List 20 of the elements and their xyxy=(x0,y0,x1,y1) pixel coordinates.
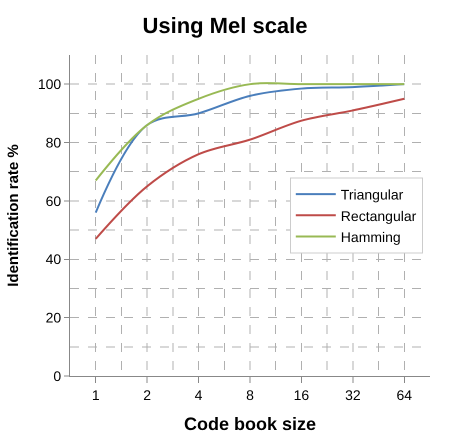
x-axis-title: Code book size xyxy=(184,414,316,434)
y-axis-title: Identification rate % xyxy=(5,144,22,287)
y-tick-label: 40 xyxy=(46,251,62,268)
x-tick-label: 64 xyxy=(396,386,412,403)
x-tick-label: 8 xyxy=(246,386,254,403)
chart-title: Using Mel scale xyxy=(142,13,308,38)
y-tick-label: 100 xyxy=(38,76,62,92)
x-tick-label: 2 xyxy=(143,386,152,403)
x-tick-label: 32 xyxy=(345,386,361,403)
y-tick-label: 80 xyxy=(46,134,62,150)
x-tick-label: 16 xyxy=(294,386,310,403)
legend-label: Triangular xyxy=(340,186,404,203)
y-tick-label: 0 xyxy=(53,368,62,384)
y-tick-label: 60 xyxy=(46,192,62,209)
x-tick-label: 4 xyxy=(194,386,203,403)
legend-label: Hamming xyxy=(340,228,401,245)
legend-label: Rectangular xyxy=(340,208,417,224)
y-tick-label: 20 xyxy=(46,310,62,326)
line-series xyxy=(94,82,406,182)
x-tick-label: 1 xyxy=(92,386,100,403)
